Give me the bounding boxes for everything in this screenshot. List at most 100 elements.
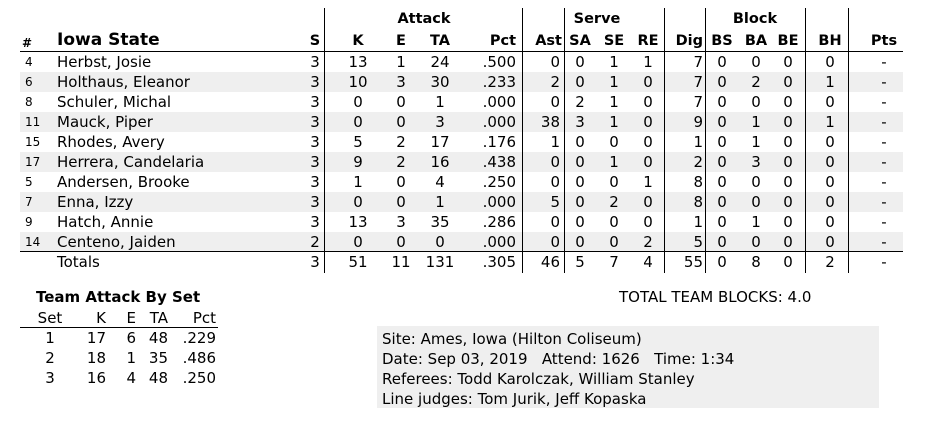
kills-cell: 5 bbox=[353, 133, 363, 151]
sets-cell: 3 bbox=[310, 173, 320, 191]
total-attempts-header: TA bbox=[430, 33, 450, 49]
errors-cell: 0 bbox=[396, 193, 406, 211]
points-cell: - bbox=[881, 73, 887, 91]
abs-set-header: Set bbox=[37, 309, 63, 327]
digs-cell: 55 bbox=[683, 253, 703, 271]
abs-ta-cell: 48 bbox=[148, 369, 168, 387]
abs-k-cell: 18 bbox=[86, 349, 106, 367]
block-solos-cell: 0 bbox=[717, 213, 727, 231]
table-row: 9 Hatch, Annie 3 13 3 35.286 0 0 0 0 1 0 1 0 0- bbox=[20, 212, 903, 232]
abs-k-cell: 17 bbox=[86, 329, 106, 347]
block-assists-header: BA bbox=[744, 33, 768, 49]
jersey-number: 4 bbox=[25, 55, 33, 69]
pct-header: Pct bbox=[489, 33, 516, 49]
ball-handling-cell: 0 bbox=[825, 213, 835, 231]
abs-k-header: K bbox=[96, 309, 106, 327]
pct-cell: .000 bbox=[482, 233, 516, 251]
player-name: Holthaus, Eleanor bbox=[57, 73, 190, 91]
serve-errors-cell: 0 bbox=[609, 213, 619, 231]
col-separator bbox=[848, 8, 849, 273]
table-row: 11 Mauck, Piper 3 0 0 3.000 38 3 1 0 9 0 1 0 1- bbox=[20, 112, 903, 132]
points-cell: - bbox=[881, 193, 887, 211]
sets-cell: 2 bbox=[310, 233, 320, 251]
block-assists-cell: 1 bbox=[751, 113, 761, 131]
errors-header: E bbox=[396, 33, 406, 49]
sets-cell: 3 bbox=[310, 113, 320, 131]
date-attendance-time-line: Date: Sep 03, 2019 Attend: 1626 Time: 1:… bbox=[382, 350, 735, 368]
service-aces-header: SA bbox=[569, 33, 591, 49]
sets-cell: 3 bbox=[310, 133, 320, 151]
sets-cell: 3 bbox=[310, 153, 320, 171]
reception-errors-cell: 0 bbox=[643, 193, 653, 211]
block-assists-cell: 0 bbox=[751, 53, 761, 71]
player-name: Andersen, Brooke bbox=[57, 173, 190, 191]
aces-cell: 0 bbox=[575, 213, 585, 231]
errors-cell: 11 bbox=[391, 253, 411, 271]
block-solos-cell: 0 bbox=[717, 173, 727, 191]
totals-row: Totals 3 51 11 131 .305 46 5 7 4 55 0 8 0 2 - bbox=[20, 252, 903, 272]
abs-e-cell: 1 bbox=[126, 349, 136, 367]
serve-errors-cell: 1 bbox=[609, 153, 619, 171]
abs-set-cell: 2 bbox=[45, 349, 55, 367]
abs-e-cell: 6 bbox=[126, 329, 136, 347]
col-separator bbox=[324, 8, 325, 273]
kills-cell: 0 bbox=[353, 193, 363, 211]
block-errors-cell: 0 bbox=[783, 253, 793, 271]
digs-cell: 5 bbox=[693, 233, 703, 251]
table-row: 15 Rhodes, Avery 3 5 2 17.176 1 0 0 0 1 0 1 0 0- bbox=[20, 132, 903, 152]
attempts-cell: 16 bbox=[430, 153, 450, 171]
block-solos-cell: 0 bbox=[717, 193, 727, 211]
block-errors-cell: 0 bbox=[783, 173, 793, 191]
serve-errors-cell: 0 bbox=[609, 133, 619, 151]
aces-cell: 0 bbox=[575, 173, 585, 191]
errors-cell: 0 bbox=[396, 233, 406, 251]
table-row: 4 Herbst, Josie 3 13 1 24.500 0 0 1 1 7 0 0 0 0- bbox=[20, 52, 903, 72]
pct-cell: .438 bbox=[482, 153, 516, 171]
serve-errors-cell: 1 bbox=[609, 93, 619, 111]
aces-cell: 0 bbox=[575, 133, 585, 151]
col-separator bbox=[664, 8, 665, 273]
reception-errors-cell: 0 bbox=[643, 73, 653, 91]
ball-handling-cell: 0 bbox=[825, 93, 835, 111]
digs-cell: 9 bbox=[693, 113, 703, 131]
pct-cell: .250 bbox=[482, 173, 516, 191]
pct-cell: .500 bbox=[482, 53, 516, 71]
errors-cell: 2 bbox=[396, 153, 406, 171]
col-separator bbox=[564, 8, 565, 273]
col-separator bbox=[805, 8, 806, 273]
sets-cell: 3 bbox=[310, 73, 320, 91]
kills-cell: 0 bbox=[353, 93, 363, 111]
block-assists-cell: 0 bbox=[751, 193, 761, 211]
assists-cell: 0 bbox=[550, 173, 560, 191]
reception-errors-cell: 0 bbox=[643, 133, 653, 151]
pct-cell: .000 bbox=[482, 93, 516, 111]
ball-handling-cell: 0 bbox=[825, 133, 835, 151]
block-errors-cell: 0 bbox=[783, 113, 793, 131]
kills-cell: 51 bbox=[348, 253, 368, 271]
reception-errors-cell: 4 bbox=[643, 253, 653, 271]
points-cell: - bbox=[881, 173, 887, 191]
block-solos-cell: 0 bbox=[717, 113, 727, 131]
attempts-cell: 1 bbox=[435, 193, 445, 211]
pct-cell: .305 bbox=[482, 253, 516, 271]
digs-header: Dig bbox=[675, 33, 703, 49]
digs-cell: 7 bbox=[693, 53, 703, 71]
attempts-cell: 24 bbox=[430, 53, 450, 71]
pct-cell: .000 bbox=[482, 193, 516, 211]
block-assists-cell: 1 bbox=[751, 213, 761, 231]
ball-handling-cell: 0 bbox=[825, 173, 835, 191]
block-assists-cell: 0 bbox=[751, 233, 761, 251]
points-cell: - bbox=[881, 153, 887, 171]
aces-cell: 2 bbox=[575, 93, 585, 111]
abs-header-rule bbox=[20, 327, 218, 328]
aces-cell: 0 bbox=[575, 73, 585, 91]
attempts-cell: 0 bbox=[435, 233, 445, 251]
block-errors-header: BE bbox=[777, 33, 799, 49]
player-name: Enna, Izzy bbox=[57, 193, 134, 211]
jersey-number: 5 bbox=[25, 175, 33, 189]
kills-header: K bbox=[352, 33, 364, 49]
table-row: 6 Holthaus, Eleanor 3 10 3 30.233 2 0 1 0 7 0 2 0 1- bbox=[20, 72, 903, 92]
points-cell: - bbox=[881, 233, 887, 251]
team-name: Iowa State bbox=[57, 30, 160, 50]
jersey-number: 9 bbox=[25, 215, 33, 229]
